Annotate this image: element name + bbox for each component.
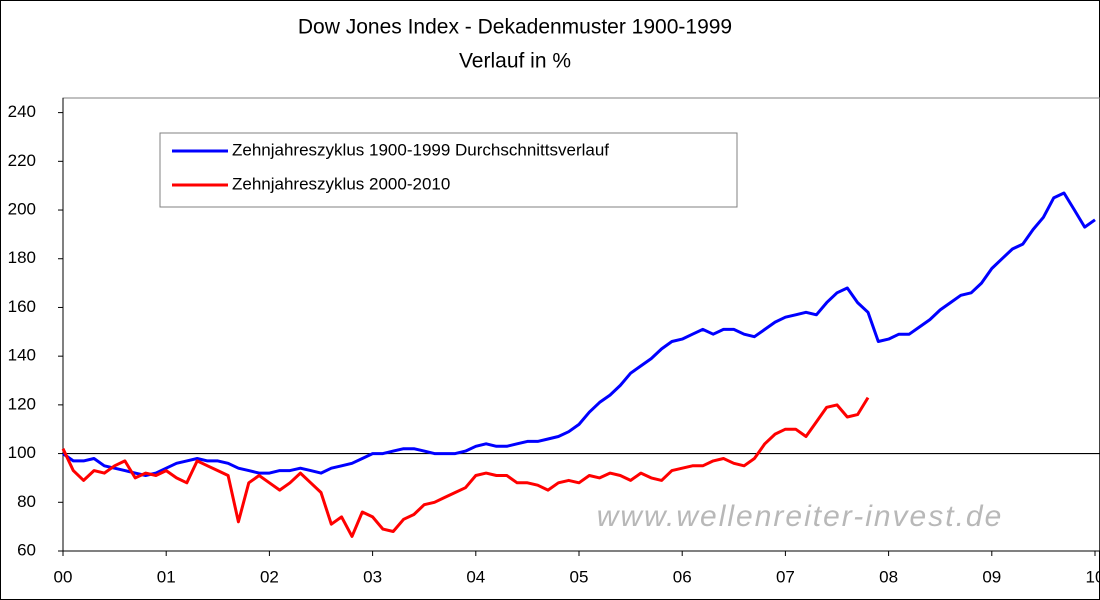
legend-label: Zehnjahreszyklus 2000-2010 bbox=[232, 174, 450, 193]
y-tick-label: 140 bbox=[8, 346, 36, 365]
x-tick-label: 06 bbox=[673, 567, 692, 586]
y-tick-label: 240 bbox=[8, 102, 36, 121]
x-tick-label: 09 bbox=[982, 567, 1001, 586]
x-tick-label: 08 bbox=[879, 567, 898, 586]
chart-title: Dow Jones Index - Dekadenmuster 1900-199… bbox=[298, 16, 732, 39]
x-tick-label: 07 bbox=[776, 567, 795, 586]
x-tick-label: 04 bbox=[466, 567, 485, 586]
x-tick-label: 03 bbox=[363, 567, 382, 586]
y-tick-label: 160 bbox=[8, 297, 36, 316]
x-tick-label: 01 bbox=[157, 567, 176, 586]
x-tick-label: 05 bbox=[570, 567, 589, 586]
legend-label: Zehnjahreszyklus 1900-1999 Durchschnitts… bbox=[232, 140, 609, 159]
watermark: www.wellenreiter-invest.de bbox=[597, 500, 1004, 533]
y-tick-label: 100 bbox=[8, 443, 36, 462]
x-tick-label: 00 bbox=[54, 567, 73, 586]
y-tick-label: 180 bbox=[8, 248, 36, 267]
y-tick-label: 60 bbox=[17, 540, 36, 559]
chart-subtitle: Verlauf in % bbox=[459, 50, 571, 73]
legend-box bbox=[159, 132, 738, 208]
data-line bbox=[61, 396, 870, 538]
legend: Zehnjahreszyklus 1900-1999 Durchschnitts… bbox=[159, 132, 738, 208]
x-tick-label: 02 bbox=[260, 567, 279, 586]
y-tick-label: 80 bbox=[17, 492, 36, 511]
y-tick-label: 220 bbox=[8, 151, 36, 170]
x-tick-label: 10 bbox=[1086, 567, 1100, 586]
y-tick-label: 120 bbox=[8, 394, 36, 413]
y-tick-label: 200 bbox=[8, 200, 36, 219]
data-line bbox=[62, 191, 1096, 477]
